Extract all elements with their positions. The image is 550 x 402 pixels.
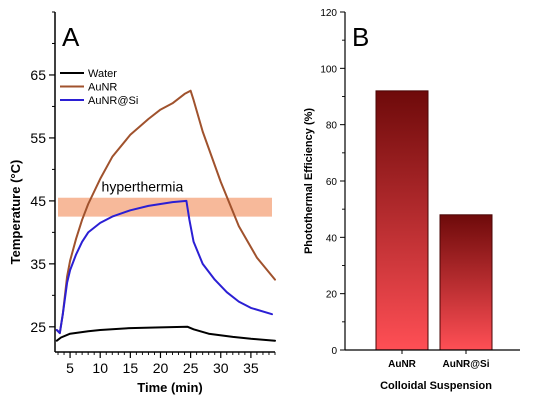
panel-b-axes <box>344 12 520 351</box>
series-lines <box>55 89 276 342</box>
category-label: AuNR@Si <box>443 359 490 370</box>
x-tick-label: 30 <box>213 360 229 376</box>
y-tick-label: 80 <box>326 121 338 132</box>
series-line-aunr <box>55 89 276 335</box>
y-tick-label: 35 <box>30 256 46 272</box>
x-tick-label: 5 <box>66 360 74 376</box>
y-tick-label: 100 <box>320 64 337 75</box>
series-line-water <box>55 325 276 342</box>
panel-a-y-axis-title: Temperature (°C) <box>8 160 23 265</box>
category-label: AuNR <box>388 359 417 370</box>
y-tick-label: 120 <box>320 8 337 19</box>
panel-b-x-axis-title: Colloidal Suspension <box>380 380 492 392</box>
hyperthermia-label: hyperthermia <box>102 179 184 195</box>
y-tick-label: 20 <box>326 290 338 301</box>
y-tick-label: 0 <box>331 346 337 357</box>
panel-a-line-chart: hyperthermia 25 35 45 55 65 5 10 15 20 25 30 35 A W… <box>8 11 276 395</box>
panel-b-label: B <box>352 22 369 52</box>
series-line-aunr-si <box>55 199 273 335</box>
bar-aunr-si <box>439 214 493 351</box>
x-tick-label: 15 <box>123 360 139 376</box>
panel-a-ticks: 25 35 45 55 65 5 10 15 20 25 30 35 <box>30 11 276 376</box>
panel-b-ticks: 0 20 40 60 80 100 120 AuNR AuNR@Si <box>320 8 489 370</box>
panel-b-bar-chart: 0 20 40 60 80 100 120 AuNR AuNR@Si B Colloidal S… <box>303 8 520 392</box>
y-tick-label: 45 <box>30 193 46 209</box>
bar-aunr <box>375 90 429 351</box>
y-tick-label: 25 <box>30 319 46 335</box>
legend-label: Water <box>88 68 117 80</box>
panel-a-label: A <box>62 22 80 52</box>
panel-b-y-axis-title: Photothermal Efficiency (%) <box>303 108 315 254</box>
x-tick-label: 35 <box>243 360 259 376</box>
hyperthermia-band <box>58 197 272 217</box>
y-tick-label: 40 <box>326 233 338 244</box>
x-tick-label: 10 <box>92 360 108 376</box>
hyperthermia-band-rect <box>58 197 272 217</box>
legend-label: AuNR@Si <box>88 95 138 107</box>
panel-a-x-axis-title: Time (min) <box>137 380 203 395</box>
x-tick-label: 25 <box>183 360 199 376</box>
bars <box>375 90 493 351</box>
x-tick-label: 20 <box>153 360 169 376</box>
y-tick-label: 65 <box>30 67 46 83</box>
y-tick-label: 55 <box>30 130 46 146</box>
y-tick-label: 60 <box>326 177 338 188</box>
legend-label: AuNR <box>88 82 117 94</box>
